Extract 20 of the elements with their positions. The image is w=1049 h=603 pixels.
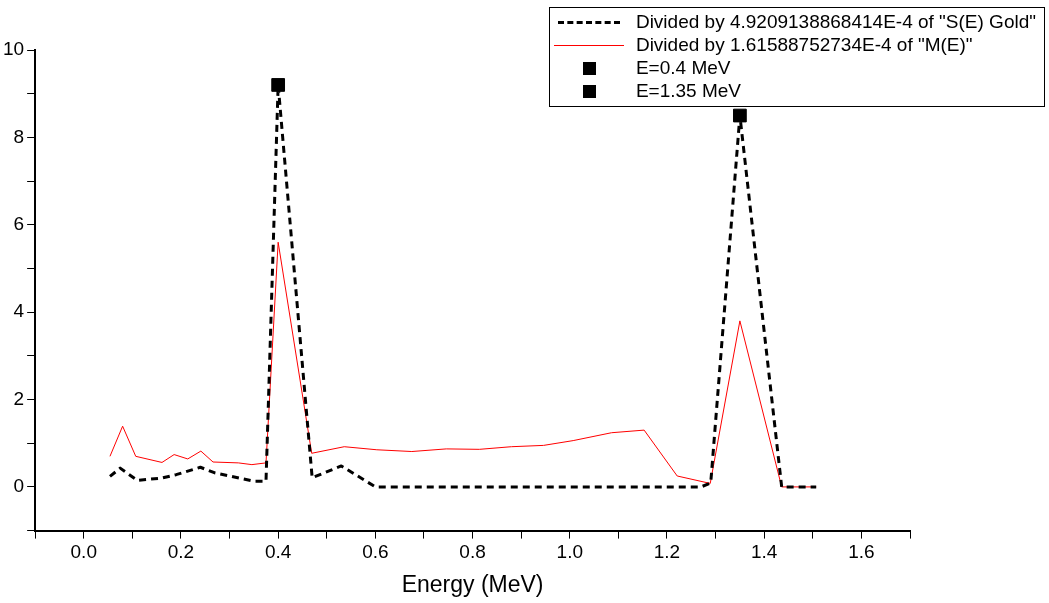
x-tick-label: 1.2: [653, 541, 681, 563]
x-tick-label: 0.8: [459, 541, 486, 563]
legend-label: Divided by 4.9209138868414E-4 of "S(E) Gold": [635, 10, 1036, 33]
x-tick-label: 1.6: [848, 541, 875, 563]
x-tick-label: 1.0: [556, 541, 583, 563]
y-tick-label: 4: [13, 300, 25, 322]
x-tick-label: 0.6: [362, 541, 389, 563]
y-tick-label: 6: [13, 213, 25, 234]
x-tick-label: 0.2: [167, 541, 195, 563]
x-tick-label: 0.4: [264, 541, 292, 563]
x-axis-title: Energy (MeV): [401, 570, 544, 597]
legend-label: E=1.35 MeV: [635, 79, 742, 102]
y-tick-label: 8: [13, 125, 25, 147]
legend-label: E=0.4 MeV: [635, 56, 731, 79]
y-tick-label: 10: [2, 38, 25, 60]
legend-label: Divided by 1.61588752734E-4 of "M(E)": [635, 33, 973, 56]
y-tick-label: 0: [13, 475, 25, 497]
x-tick-label: 1.4: [750, 541, 778, 563]
y-tick-label: 2: [13, 387, 25, 409]
x-tick-label: 0.0: [70, 541, 97, 563]
